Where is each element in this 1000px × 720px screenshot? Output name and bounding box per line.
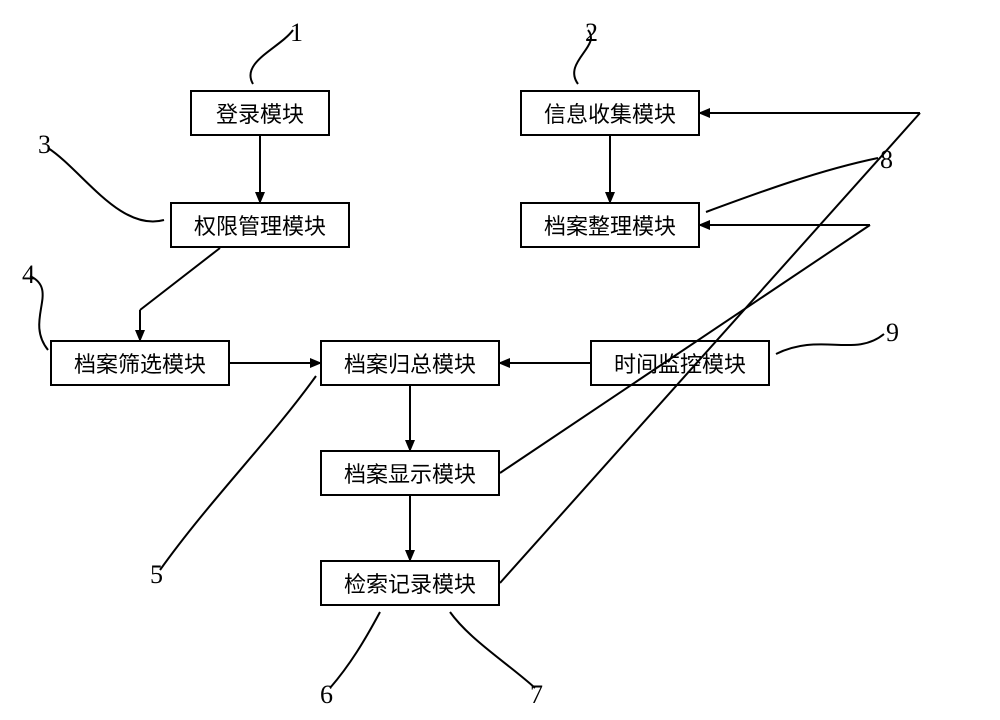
node-label: 档案整理模块 [544, 209, 676, 241]
node-label: 权限管理模块 [194, 209, 326, 241]
node-permission-manage: 权限管理模块 [170, 202, 350, 248]
callout-number: 6 [320, 680, 333, 710]
node-search-record: 检索记录模块 [320, 560, 500, 606]
callout-number: 8 [880, 145, 893, 175]
node-label: 档案显示模块 [344, 457, 476, 489]
node-label: 信息收集模块 [544, 97, 676, 129]
node-label: 档案筛选模块 [74, 347, 206, 379]
node-login-module: 登录模块 [190, 90, 330, 136]
callout-number: 5 [150, 560, 163, 590]
node-archive-organize: 档案整理模块 [520, 202, 700, 248]
node-label: 登录模块 [216, 97, 304, 129]
callout-number: 4 [22, 260, 35, 290]
callout-number: 7 [530, 680, 543, 710]
callout-number: 9 [886, 318, 899, 348]
node-info-collect: 信息收集模块 [520, 90, 700, 136]
node-label: 档案归总模块 [344, 347, 476, 379]
node-label: 时间监控模块 [614, 347, 746, 379]
callout-number: 3 [38, 130, 51, 160]
node-label: 检索记录模块 [344, 567, 476, 599]
node-time-monitor: 时间监控模块 [590, 340, 770, 386]
node-archive-display: 档案显示模块 [320, 450, 500, 496]
callout-number: 1 [290, 18, 303, 48]
diagram-container: { "diagram": { "type": "flowchart", "bac… [0, 0, 1000, 720]
node-archive-filter: 档案筛选模块 [50, 340, 230, 386]
node-archive-summary: 档案归总模块 [320, 340, 500, 386]
callout-number: 2 [585, 18, 598, 48]
